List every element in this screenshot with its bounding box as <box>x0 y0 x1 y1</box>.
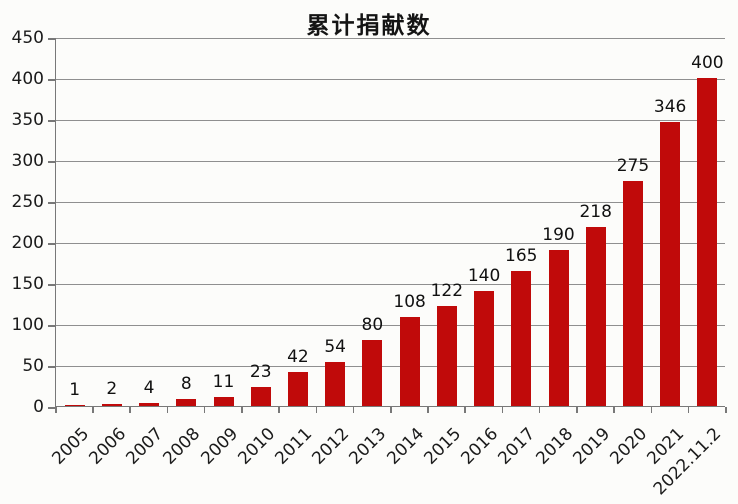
bar <box>362 340 383 406</box>
bar-value-label: 140 <box>467 266 501 287</box>
x-axis-tick <box>613 407 615 413</box>
bar-value-label: 218 <box>579 202 612 223</box>
y-axis-tick <box>48 325 55 327</box>
bar-value-label: 8 <box>180 374 192 395</box>
bar <box>64 405 85 406</box>
x-axis-tick <box>55 407 57 413</box>
y-axis-tick-label: 350 <box>11 110 44 130</box>
x-axis-tick <box>464 407 466 413</box>
gridline <box>56 325 725 326</box>
gridline <box>56 284 725 285</box>
bar-value-label: 11 <box>212 371 235 392</box>
y-axis-tick <box>48 243 55 245</box>
bar-value-label: 42 <box>287 346 309 367</box>
bar <box>250 387 271 406</box>
bar <box>139 402 160 406</box>
x-axis-tick <box>352 407 355 413</box>
gridline <box>56 79 725 80</box>
y-axis-tick-label: 150 <box>11 274 44 294</box>
bar <box>474 291 495 406</box>
y-axis-tick-label: 400 <box>11 69 44 89</box>
bar <box>548 250 569 406</box>
y-axis-tick-label: 0 <box>33 397 44 417</box>
gridline <box>56 120 725 121</box>
x-axis-tick <box>687 407 690 413</box>
y-axis-tick-label: 100 <box>11 315 44 335</box>
y-axis-tick-label: 50 <box>22 356 44 376</box>
bar <box>511 270 532 406</box>
x-axis-tick <box>129 407 131 413</box>
bar <box>287 371 308 406</box>
bar-value-label: 1 <box>69 380 81 401</box>
bar <box>622 180 643 406</box>
bar-value-label: 108 <box>393 292 426 313</box>
y-axis-tick <box>48 202 55 204</box>
gridline <box>56 243 725 244</box>
x-axis-tick <box>427 407 429 413</box>
y-axis-tick-label: 200 <box>11 233 44 253</box>
bar-value-label: 346 <box>653 97 687 118</box>
x-axis-tick <box>650 407 653 413</box>
y-axis-tick-label: 300 <box>11 151 44 171</box>
y-axis-tick <box>48 366 55 368</box>
chart-title: 累计捐献数 <box>306 13 432 38</box>
x-axis-tick <box>203 407 206 413</box>
plot-area: 1 2 4 8 11 23 42 54 80 108 122 140 165 190 218 275 346 40… <box>55 38 725 407</box>
bar-value-label: 122 <box>430 280 464 301</box>
gridline <box>56 202 725 203</box>
bar-value-label: 165 <box>505 245 538 266</box>
bar-value-label: 54 <box>324 336 346 357</box>
y-axis-tick <box>48 284 55 286</box>
bar <box>399 317 420 406</box>
bar-value-label: 275 <box>616 155 650 176</box>
x-axis-tick <box>576 407 578 413</box>
bar <box>585 227 606 406</box>
y-axis-tick-label: 450 <box>11 28 44 48</box>
gridline <box>56 161 725 162</box>
bar <box>325 361 346 406</box>
y-axis-tick-label: 250 <box>11 192 44 212</box>
bar <box>213 396 234 406</box>
y-axis-tick <box>48 161 55 163</box>
bar <box>697 78 718 406</box>
x-axis-tick <box>92 407 94 413</box>
y-axis-tick <box>48 120 55 122</box>
bar <box>101 404 122 406</box>
y-axis-tick <box>48 38 55 40</box>
gridline <box>56 366 725 367</box>
x-axis-tick <box>538 407 541 413</box>
y-axis-tick <box>48 79 55 81</box>
x-axis-tick <box>501 407 504 413</box>
x-axis-tick <box>725 407 727 413</box>
bar-value-label: 80 <box>361 315 384 336</box>
x-axis-tick <box>278 407 280 413</box>
bar-value-label: 400 <box>691 53 724 73</box>
y-axis-tick <box>48 407 55 409</box>
x-axis-tick <box>166 407 169 413</box>
bar <box>436 305 457 406</box>
x-axis-tick <box>241 407 243 413</box>
bar <box>660 122 681 406</box>
x-axis-tick <box>390 407 392 413</box>
x-axis-tick <box>315 407 318 413</box>
bar-value-label: 2 <box>106 379 118 400</box>
bar <box>176 399 197 406</box>
bar-value-label: 4 <box>143 377 155 398</box>
gridline <box>56 38 725 39</box>
bar-value-label: 190 <box>542 225 575 246</box>
bar-value-label: 23 <box>249 362 272 383</box>
